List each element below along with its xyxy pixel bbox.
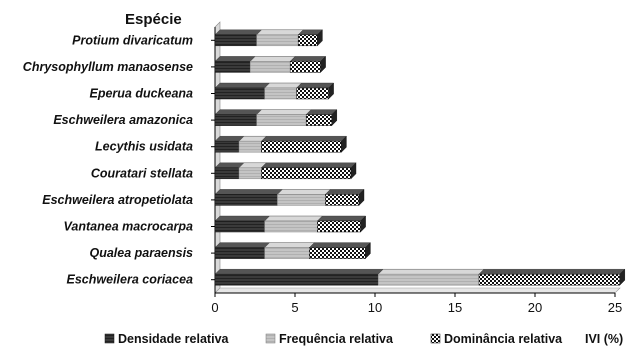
- legend-swatch-dominancia: [430, 333, 441, 344]
- bar-segment-frequencia: [238, 167, 262, 180]
- bar-segment-dominancia: [289, 61, 321, 73]
- bar-segment-dominancia: [317, 220, 361, 233]
- plot-floor: [214, 287, 621, 294]
- bar-segment-densidade: [214, 194, 278, 206]
- category-label: Vantanea macrocarpa: [64, 220, 194, 234]
- bar-end-face: [320, 55, 326, 73]
- bar-end-face: [350, 162, 357, 180]
- legend: Densidade relativa Frequência relativa D…: [104, 332, 623, 346]
- bars: [214, 29, 626, 286]
- bar-segment-top-dominancia: [296, 82, 335, 89]
- bar-segment-top-frequencia: [249, 56, 296, 62]
- category-label: Eschweilera coriacea: [67, 273, 194, 287]
- bar-segment-dominancia: [297, 34, 318, 47]
- legend-label-densidade: Densidade relativa: [118, 332, 230, 346]
- bar-segment-top-frequencia: [276, 189, 331, 195]
- bar-end-face: [358, 188, 365, 206]
- bar-segment-top-dominancia: [324, 189, 365, 195]
- legend-swatch-densidade: [104, 333, 115, 344]
- x-tick-label: 10: [368, 300, 382, 315]
- bar-segment-densidade: [214, 247, 265, 259]
- bar-segment-top-densidade: [214, 109, 263, 115]
- legend-label-dominancia: Dominância relativa: [444, 332, 563, 346]
- bar-segment-top-densidade: [214, 215, 271, 222]
- legend-label-frequencia: Frequência relativa: [279, 332, 394, 346]
- x-axis-title: IVI (%): [585, 332, 623, 346]
- category-label: Chrysophyllum manaosense: [23, 60, 193, 74]
- category-label: Eschweilera atropetiolata: [42, 193, 193, 207]
- bar-segment-top-frequencia: [264, 82, 303, 89]
- bar-segment-dominancia: [478, 273, 621, 286]
- bar-segment-top-densidade: [214, 189, 283, 195]
- bar-segment-frequencia: [238, 140, 262, 153]
- bar-segment-top-dominancia: [316, 215, 367, 222]
- bar-segment-top-dominancia: [308, 242, 371, 248]
- bar-end-face: [328, 82, 334, 100]
- category-label: Qualea paraensis: [89, 246, 193, 260]
- bar-end-face: [341, 135, 347, 153]
- category-label: Couratari stellata: [91, 166, 193, 180]
- bar-end-face: [331, 109, 337, 127]
- category-label: Eperua duckeana: [89, 87, 193, 101]
- bar-segment-dominancia: [296, 87, 329, 100]
- bar-segment-frequencia: [264, 87, 297, 100]
- bar-segment-dominancia: [309, 247, 366, 259]
- x-tick-label: 15: [448, 300, 462, 315]
- x-tick-labels: 0 5 10 15 20 25: [211, 293, 622, 315]
- bar-segment-top-dominancia: [478, 269, 626, 275]
- bar-segment-dominancia: [305, 114, 333, 126]
- bar-segment-frequencia: [264, 247, 310, 259]
- x-tick-label: 25: [608, 300, 622, 315]
- bar-segment-dominancia: [261, 167, 352, 180]
- bar-segment-frequencia: [256, 34, 299, 47]
- bar-segment-densidade: [214, 61, 251, 73]
- bar-segment-densidade: [214, 220, 265, 233]
- bar-segment-top-densidade: [214, 56, 256, 62]
- bar-segment-top-frequencia: [377, 269, 485, 275]
- category-label: Eschweilera amazonica: [53, 113, 193, 127]
- bar-segment-top-frequencia: [256, 109, 312, 115]
- y-axis-title: Espécie: [125, 11, 182, 28]
- bar-segment-dominancia: [261, 140, 342, 153]
- bar-segment-frequencia: [249, 61, 291, 73]
- x-tick-label: 20: [528, 300, 542, 315]
- category-labels: Protium divaricatum Chrysophyllum manaose…: [23, 33, 215, 287]
- bar-segment-frequencia: [377, 273, 480, 286]
- bar-segment-top-dominancia: [260, 162, 357, 169]
- category-label: Lecythis usidata: [95, 140, 193, 154]
- bar-segment-top-dominancia: [260, 135, 347, 142]
- bar-segment-frequencia: [277, 194, 326, 206]
- category-label: Protium divaricatum: [72, 33, 193, 47]
- bar-segment-top-densidade: [214, 269, 384, 275]
- bar-segment-densidade: [214, 87, 265, 100]
- bar-segment-frequencia: [264, 220, 318, 233]
- x-tick-label: 0: [211, 300, 218, 315]
- bar-segment-top-dominancia: [305, 109, 338, 115]
- bar-segment-densidade: [214, 114, 257, 126]
- bar-end-face: [360, 215, 366, 233]
- bar-segment-dominancia: [325, 194, 360, 206]
- bar-end-face: [317, 29, 323, 47]
- bar-end-face: [619, 268, 625, 286]
- bar-segment-top-densidade: [214, 242, 271, 248]
- bar-segment-densidade: [214, 273, 379, 286]
- bar-segment-densidade: [214, 34, 257, 47]
- bar-end-face: [365, 242, 371, 260]
- bar-segment-densidade: [214, 167, 240, 180]
- bar-segment-top-densidade: [214, 82, 271, 89]
- bar-segment-frequencia: [256, 114, 307, 126]
- x-tick-label: 5: [291, 300, 298, 315]
- bar-segment-top-frequencia: [256, 29, 304, 35]
- bar-segment-densidade: [214, 140, 240, 153]
- bar-segment-top-frequencia: [264, 242, 315, 248]
- bar-segment-top-densidade: [214, 29, 263, 35]
- legend-swatch-frequencia: [265, 333, 276, 344]
- bar-segment-top-dominancia: [289, 56, 327, 62]
- bar-segment-top-frequencia: [264, 215, 323, 222]
